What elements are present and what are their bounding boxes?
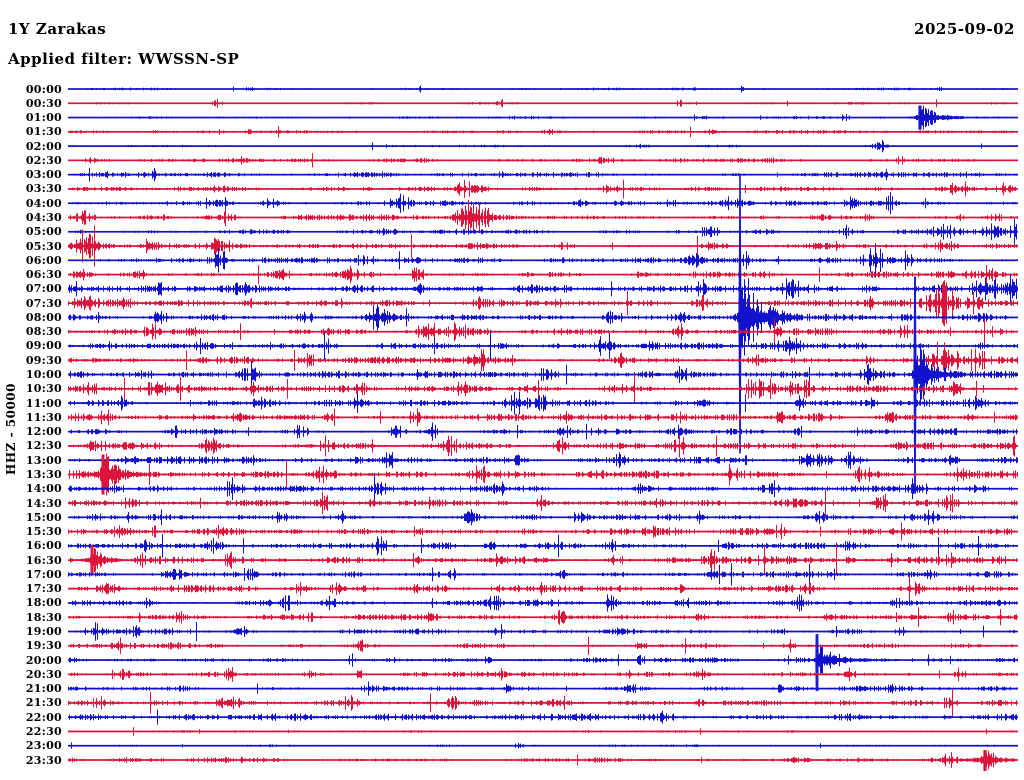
helicorder-trace-canvas: [0, 0, 1024, 780]
helicorder-page: 1Y Zarakas 2025-09-02 Applied filter: WW…: [0, 0, 1024, 780]
